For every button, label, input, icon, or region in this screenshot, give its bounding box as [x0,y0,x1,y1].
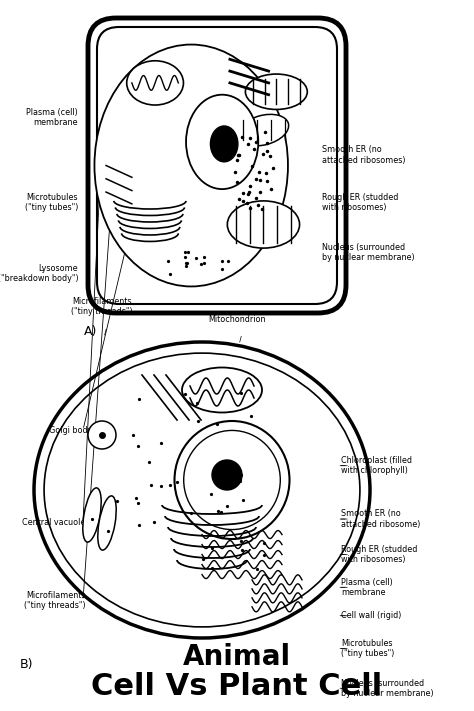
Ellipse shape [174,421,290,539]
Text: A): A) [84,325,97,338]
Ellipse shape [186,95,258,189]
Text: Chloroplast (filled
with chlorophyll): Chloroplast (filled with chlorophyll) [341,456,412,476]
Ellipse shape [127,60,183,105]
Ellipse shape [212,460,242,490]
Ellipse shape [34,342,370,638]
Ellipse shape [88,421,116,449]
FancyBboxPatch shape [88,18,346,313]
Ellipse shape [210,126,238,162]
Text: Golgi body: Golgi body [196,82,240,91]
Text: Rough ER (studded
with ribosomes): Rough ER (studded with ribosomes) [341,545,418,565]
Text: B): B) [20,658,34,671]
Ellipse shape [238,114,289,146]
Ellipse shape [246,74,307,109]
Text: Nucleus (surrounded
by nuclear membrane): Nucleus (surrounded by nuclear membrane) [341,678,434,698]
Text: Cell Vs Plant Cell: Cell Vs Plant Cell [91,673,383,701]
Text: Golgi body: Golgi body [49,426,92,434]
Text: Central vacuole: Central vacuole [22,518,85,527]
Text: Smooth ER (no
attached ribosome): Smooth ER (no attached ribosome) [341,509,420,529]
Text: Lysosome
("breakdown body"): Lysosome ("breakdown body") [0,264,78,284]
Text: Nucleus (surrounded
by nuclear membrane): Nucleus (surrounded by nuclear membrane) [322,242,415,262]
Text: Microtubules
("tiny tubes"): Microtubules ("tiny tubes") [341,638,395,658]
Ellipse shape [184,430,280,530]
Ellipse shape [228,201,300,248]
Text: Animal: Animal [183,643,291,671]
Ellipse shape [94,45,288,287]
Text: Smooth ER (no
attached ribosomes): Smooth ER (no attached ribosomes) [322,145,406,165]
Text: Microfilaments
("tiny threads"): Microfilaments ("tiny threads") [24,591,85,611]
Text: Mitochondrion: Mitochondrion [208,314,266,324]
Text: Microtubules
("tiny tubes"): Microtubules ("tiny tubes") [25,193,78,213]
Ellipse shape [182,368,262,412]
Text: Plasma (cell)
membrane: Plasma (cell) membrane [341,577,393,597]
Text: Cell wall (rigid): Cell wall (rigid) [341,611,401,620]
Ellipse shape [98,496,116,550]
Text: Plasma (cell)
membrane: Plasma (cell) membrane [27,107,78,127]
Text: Microfilaments
("tiny threads"): Microfilaments ("tiny threads") [71,297,133,316]
Text: Rough ER (studded
with ribosomes): Rough ER (studded with ribosomes) [322,193,399,213]
Ellipse shape [83,488,101,542]
